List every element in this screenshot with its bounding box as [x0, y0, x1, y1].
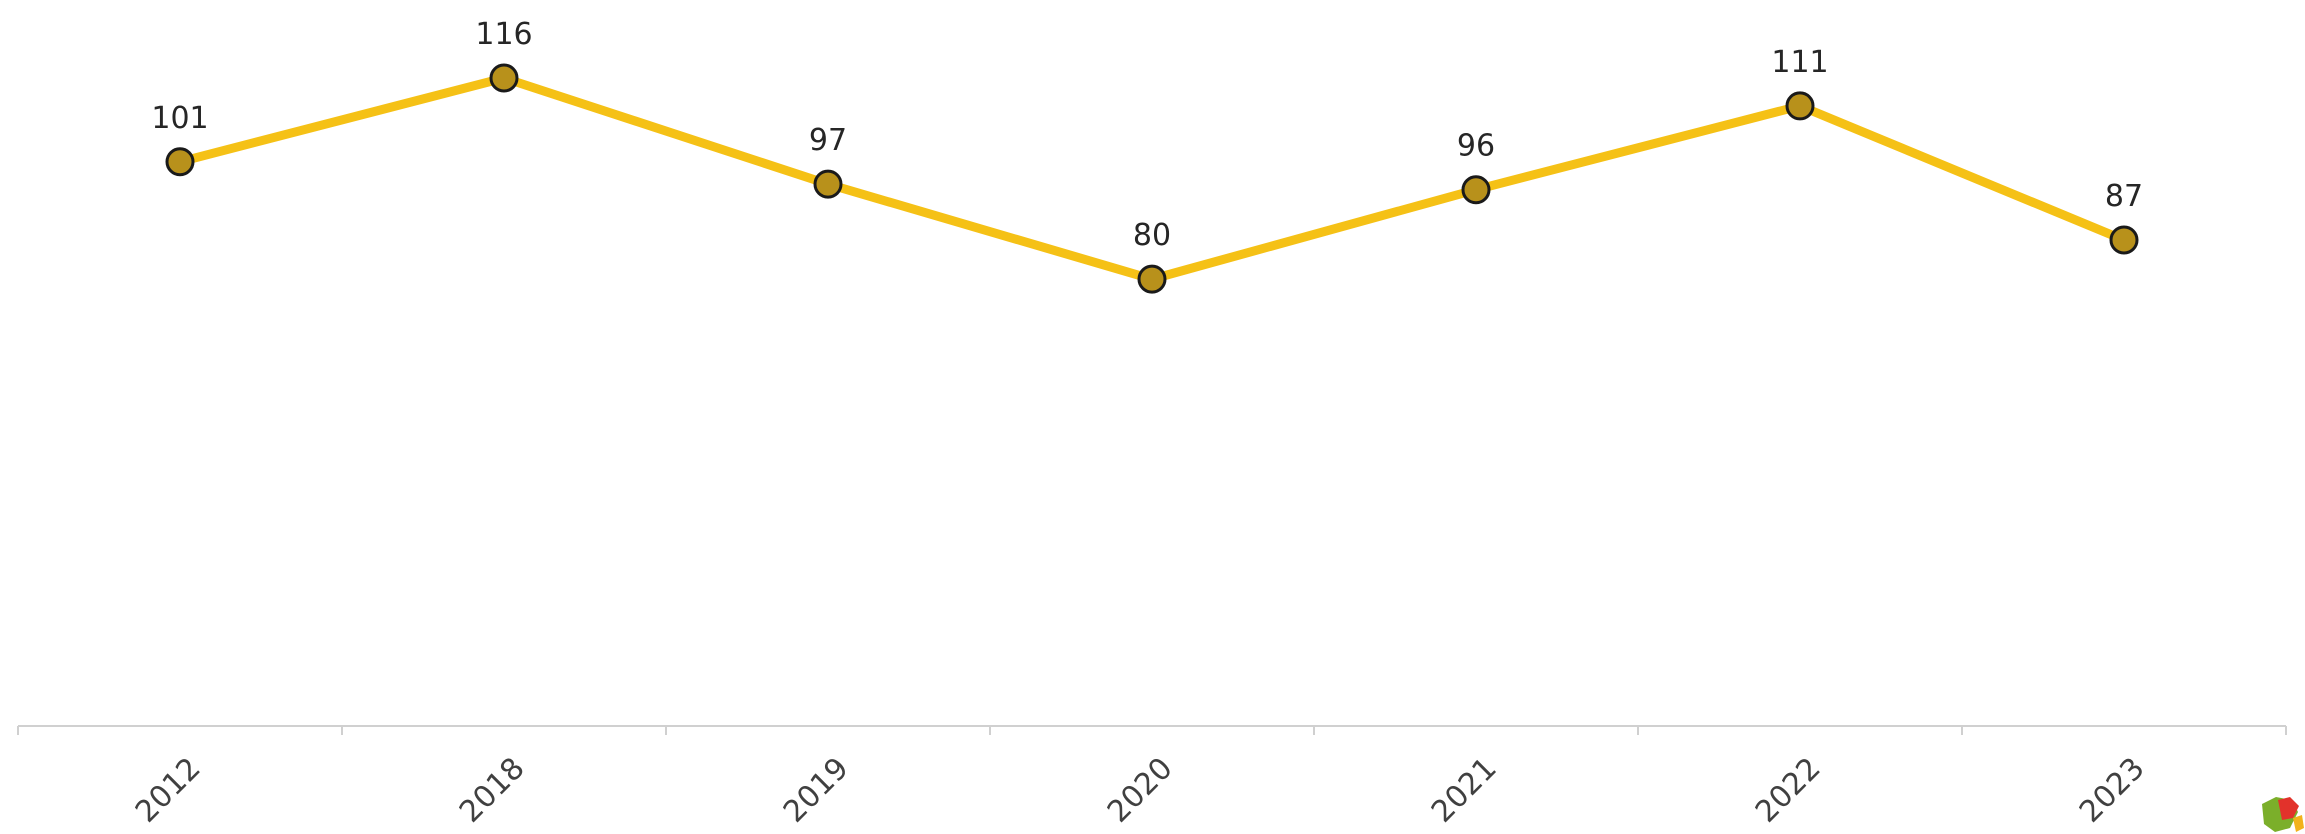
x-tick-label-2018: 2018: [453, 751, 532, 830]
data-label-2021: 96: [1457, 129, 1495, 164]
data-point-2019: [813, 169, 843, 199]
logo-accent-icon: [2293, 815, 2304, 832]
data-point-2020: [1137, 264, 1167, 294]
data-labels: 101 116 97 80 96 111 87: [151, 17, 2143, 253]
data-points: [165, 63, 2139, 294]
x-tick-label-2019: 2019: [777, 751, 856, 830]
data-point-2022: [1785, 91, 1815, 121]
data-point-2023: [2109, 225, 2139, 255]
x-tick-labels: 2012 2018 2019 2020 2021 2022 2023: [129, 751, 2152, 830]
data-label-2018: 116: [475, 17, 532, 52]
data-point-2021: [1461, 175, 1491, 205]
x-tick-label-2020: 2020: [1101, 751, 1180, 830]
x-axis: [17, 725, 2287, 735]
data-point-2012: [165, 147, 195, 177]
data-label-2019: 97: [809, 123, 847, 158]
x-tick-label-2012: 2012: [129, 751, 208, 830]
logo-mark-icon: [2278, 797, 2299, 820]
data-label-2020: 80: [1133, 218, 1171, 253]
x-tick-label-2022: 2022: [1749, 751, 1828, 830]
data-label-2022: 111: [1771, 45, 1828, 80]
data-label-2023: 87: [2105, 179, 2143, 214]
x-tick-label-2021: 2021: [1425, 751, 1504, 830]
x-tick-label-2023: 2023: [2073, 751, 2152, 830]
data-label-2012: 101: [151, 101, 208, 136]
data-point-2018: [489, 63, 519, 93]
brand-logo: [2262, 797, 2304, 832]
